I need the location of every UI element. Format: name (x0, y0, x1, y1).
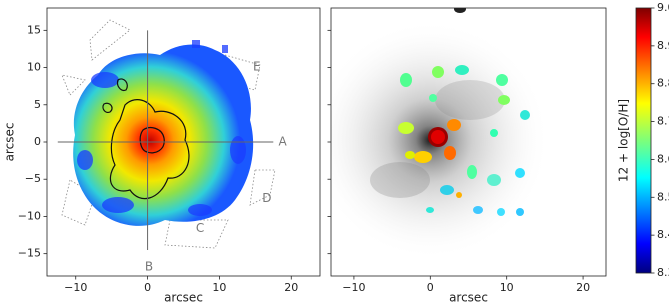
y-tick-label: 8.6 (657, 152, 669, 165)
colorbar (636, 8, 651, 273)
region-blobs (398, 65, 530, 216)
y-tick-label: 8.8 (657, 77, 669, 90)
annotation: C (196, 221, 204, 235)
y-tick-label: 8.4 (657, 228, 669, 241)
y-tick-label: 8.9 (657, 39, 669, 52)
x-tick-label: −10 (342, 281, 365, 294)
y-tick-label: 10 (27, 61, 41, 74)
image-map (331, 8, 550, 260)
y-tick-label: 8.3 (657, 266, 669, 279)
y-tick-label: 8.7 (657, 115, 669, 128)
y-tick-label: 0 (34, 135, 41, 148)
x-tick-label: −10 (64, 281, 87, 294)
axes-frame (635, 7, 652, 274)
x-tick-label: 10 (500, 281, 514, 294)
y-tick-label: −5 (25, 172, 41, 185)
y-tick-label: −15 (18, 247, 41, 260)
metallicity-map (61, 19, 276, 249)
annotation: A (279, 135, 288, 149)
y-tick-label: 9.0 (657, 1, 669, 14)
y-axis-label: 12 + log[O/H] (617, 99, 631, 182)
annotation: D (262, 191, 271, 205)
y-tick-label: −10 (18, 209, 41, 222)
x-axis-label: arcsec (164, 291, 203, 305)
x-tick-label: 0 (427, 281, 434, 294)
x-tick-label: 20 (576, 281, 590, 294)
x-tick-label: 10 (212, 281, 226, 294)
x-axis-label: arcsec (449, 291, 488, 305)
x-tick-label: 20 (284, 281, 298, 294)
low-patches (77, 40, 246, 216)
y-tick-label: 8.5 (657, 190, 669, 203)
y-axis-label: arcsec (3, 123, 17, 162)
y-tick-label: 5 (34, 98, 41, 111)
y-tick-label: 15 (27, 23, 41, 36)
annotation: E (253, 59, 261, 73)
x-tick-label: 0 (144, 281, 151, 294)
contours (102, 78, 190, 200)
annotation: B (145, 260, 153, 274)
